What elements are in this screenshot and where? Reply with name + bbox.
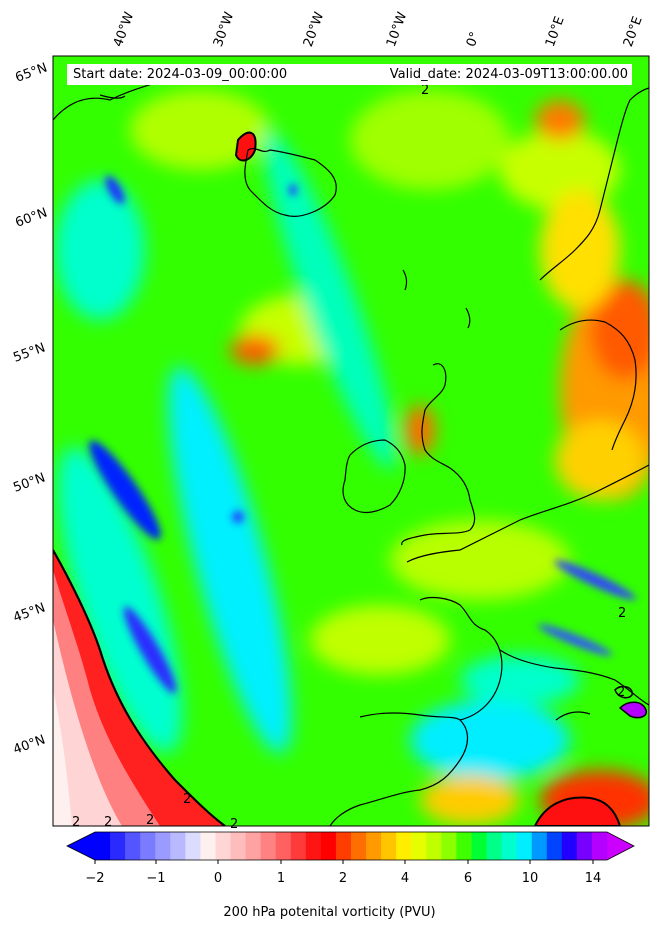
colorbar-swatch bbox=[396, 832, 412, 860]
colorbar-tick-label: 1 bbox=[276, 871, 286, 886]
colorbar-swatch bbox=[125, 832, 141, 860]
colorbar-tick-label: 10 bbox=[521, 871, 539, 886]
colorbar-swatch bbox=[185, 832, 202, 860]
date-header: Start date: 2024-03-09_00:00:00 Valid_da… bbox=[67, 64, 632, 85]
start-date: Start date: 2024-03-09_00:00:00 bbox=[73, 67, 288, 82]
colorbar-swatch bbox=[245, 832, 262, 860]
colorbar-tick-label: 14 bbox=[584, 871, 602, 886]
colorbar-swatch bbox=[170, 832, 186, 860]
colorbar-swatch bbox=[456, 832, 473, 860]
contour-label: 2 bbox=[618, 606, 626, 621]
colorbar-swatch bbox=[471, 832, 488, 860]
colorbar-tick-label: −1 bbox=[146, 871, 166, 886]
colorbar-swatch bbox=[320, 832, 337, 860]
colorbar-label: 200 hPa potenital vorticity (PVU) bbox=[223, 905, 436, 920]
contour-labels: 2 2 2 2 2 2 2 2 bbox=[72, 83, 626, 832]
valid-date: Valid_date: 2024-03-09T13:00:00.00 bbox=[389, 67, 628, 82]
colorbar-tick-label: 0 bbox=[213, 871, 223, 886]
colorbar-tick-label: 6 bbox=[463, 871, 473, 886]
colorbar bbox=[66, 831, 635, 864]
contour-label: 2 bbox=[146, 813, 154, 828]
colorbar-swatch bbox=[426, 832, 442, 860]
colorbar-swatch bbox=[351, 832, 367, 860]
colorbar-swatch bbox=[561, 832, 578, 860]
colorbar-swatch bbox=[591, 832, 608, 860]
contour-label: 2 bbox=[183, 792, 191, 807]
colorbar-swatch bbox=[275, 832, 292, 860]
colorbar-tick-label: 4 bbox=[400, 871, 410, 886]
colorbar-under-arrow bbox=[67, 832, 95, 860]
contour-label: 2 bbox=[72, 815, 80, 830]
colorbar-swatch bbox=[110, 832, 126, 860]
colorbar-tick-label: 2 bbox=[338, 871, 348, 886]
colorbar-swatch bbox=[546, 832, 563, 860]
colorbar-swatch bbox=[305, 832, 322, 860]
contour-label: 2 bbox=[617, 685, 625, 700]
colorbar-swatch bbox=[140, 832, 156, 860]
colorbar-swatch bbox=[260, 832, 277, 860]
colorbar-swatch bbox=[516, 832, 533, 860]
colorbar-tick-label: −2 bbox=[85, 871, 105, 886]
colorbar-swatch bbox=[335, 832, 352, 860]
colorbar-swatch bbox=[411, 832, 427, 860]
pv-field bbox=[53, 56, 649, 826]
contour-label: 2 bbox=[104, 815, 112, 830]
contour-label: 2 bbox=[421, 83, 429, 98]
colorbar-swatch bbox=[215, 832, 232, 860]
colorbar-swatch bbox=[501, 832, 518, 860]
colorbar-swatch bbox=[200, 832, 217, 860]
colorbar-swatch bbox=[155, 832, 171, 860]
colorbar-swatch bbox=[230, 832, 247, 860]
colorbar-swatch bbox=[576, 832, 593, 860]
colorbar-over-arrow bbox=[607, 832, 634, 860]
colorbar-swatch bbox=[290, 832, 307, 860]
contour-label: 2 bbox=[230, 817, 238, 832]
colorbar-swatch bbox=[531, 832, 548, 860]
colorbar-swatch bbox=[95, 832, 111, 860]
colorbar-swatch bbox=[441, 832, 458, 860]
map-frame bbox=[52, 55, 650, 827]
colorbar-swatch bbox=[486, 832, 503, 860]
colorbar-swatch bbox=[381, 832, 397, 860]
colorbar-swatch bbox=[366, 832, 382, 860]
